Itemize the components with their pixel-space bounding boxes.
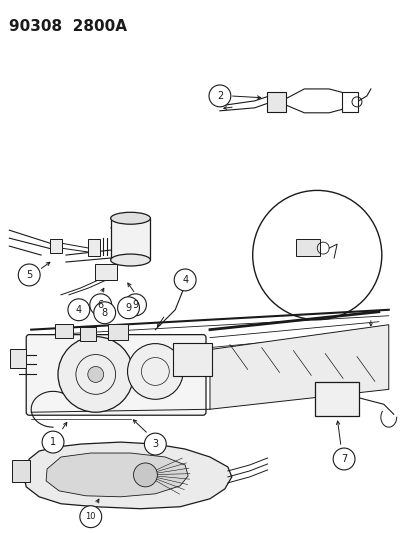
Circle shape xyxy=(42,431,64,453)
Text: 4: 4 xyxy=(182,275,188,285)
Circle shape xyxy=(127,344,183,399)
FancyBboxPatch shape xyxy=(88,239,100,256)
FancyBboxPatch shape xyxy=(55,324,73,337)
FancyBboxPatch shape xyxy=(296,239,320,256)
Circle shape xyxy=(174,269,196,291)
Polygon shape xyxy=(23,442,231,508)
FancyBboxPatch shape xyxy=(315,382,358,416)
Ellipse shape xyxy=(110,212,150,224)
Ellipse shape xyxy=(110,254,150,266)
Circle shape xyxy=(90,294,112,316)
FancyBboxPatch shape xyxy=(341,92,357,112)
Text: 3: 3 xyxy=(152,439,158,449)
Text: 90308  2800A: 90308 2800A xyxy=(9,19,127,34)
Text: 9: 9 xyxy=(125,303,131,313)
Circle shape xyxy=(144,433,166,455)
Polygon shape xyxy=(209,325,388,409)
Text: 9: 9 xyxy=(132,300,138,310)
FancyBboxPatch shape xyxy=(266,92,286,112)
Circle shape xyxy=(18,264,40,286)
Text: 8: 8 xyxy=(101,308,107,318)
Circle shape xyxy=(332,448,354,470)
Text: 4: 4 xyxy=(76,305,82,315)
Circle shape xyxy=(133,463,157,487)
Text: 1: 1 xyxy=(50,437,56,447)
Circle shape xyxy=(117,297,139,319)
Polygon shape xyxy=(46,453,188,497)
Circle shape xyxy=(68,299,90,321)
FancyBboxPatch shape xyxy=(95,264,116,280)
Text: 7: 7 xyxy=(340,454,347,464)
Circle shape xyxy=(209,85,230,107)
FancyBboxPatch shape xyxy=(12,460,30,482)
Circle shape xyxy=(93,302,115,324)
Circle shape xyxy=(58,337,133,412)
Circle shape xyxy=(80,506,102,528)
FancyBboxPatch shape xyxy=(10,349,26,368)
Circle shape xyxy=(124,294,146,316)
Text: 10: 10 xyxy=(85,512,96,521)
Text: 2: 2 xyxy=(216,91,223,101)
FancyBboxPatch shape xyxy=(80,327,95,341)
Text: 6: 6 xyxy=(97,300,104,310)
FancyBboxPatch shape xyxy=(173,343,211,376)
FancyBboxPatch shape xyxy=(110,218,150,260)
FancyBboxPatch shape xyxy=(107,324,127,340)
Circle shape xyxy=(88,367,103,382)
FancyBboxPatch shape xyxy=(26,335,206,415)
FancyBboxPatch shape xyxy=(50,239,62,253)
Text: 5: 5 xyxy=(26,270,32,280)
